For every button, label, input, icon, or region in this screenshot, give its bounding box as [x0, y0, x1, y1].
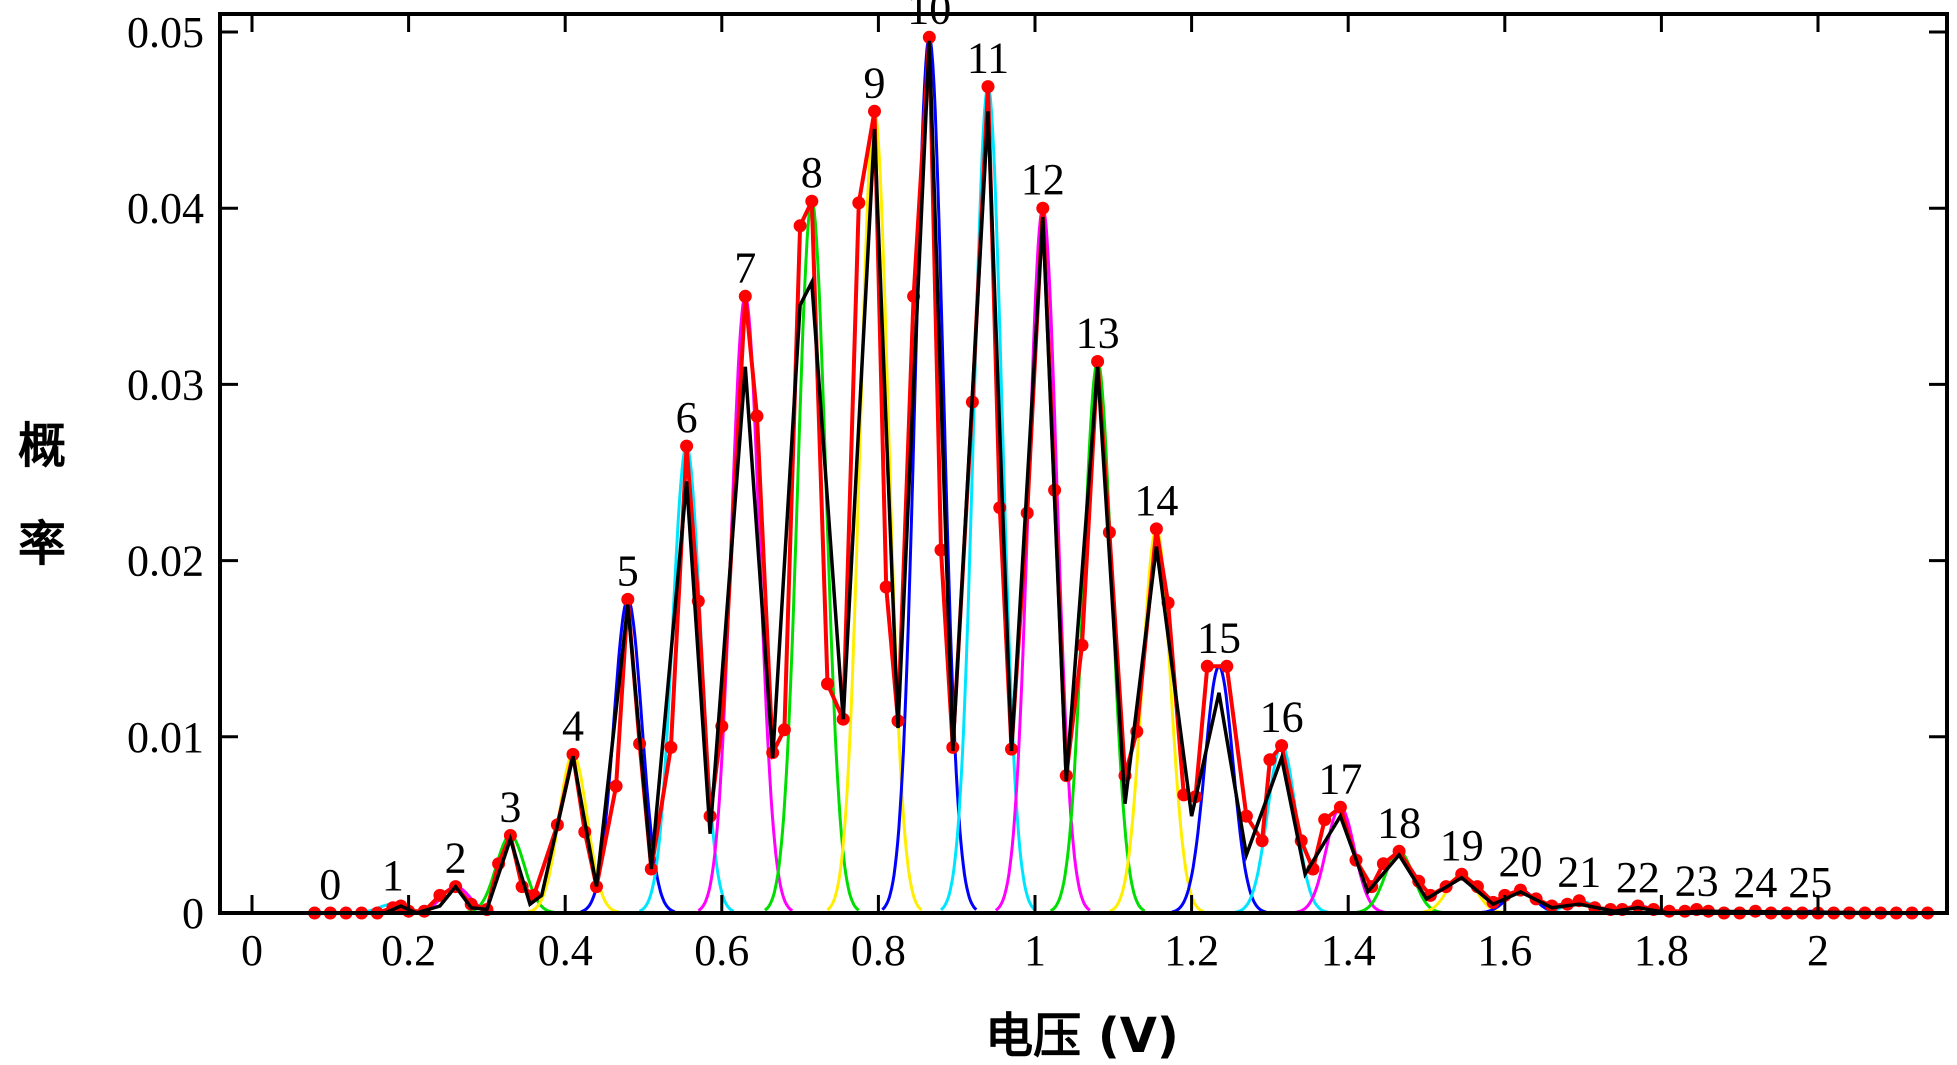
measured-point-30: [738, 289, 752, 303]
measured-point-76: [1392, 844, 1406, 858]
y-axis-title-char-1: 概: [18, 418, 66, 474]
peak-label-16: 16: [1260, 693, 1304, 742]
peak-label-23: 23: [1675, 857, 1719, 906]
measured-point-55: [1091, 355, 1105, 368]
y-tick-label-3: 0.03: [127, 360, 204, 409]
measured-point-59: [1149, 522, 1163, 536]
x-tick-label-9: 1.8: [1634, 926, 1689, 975]
measured-point-25: [664, 740, 678, 754]
y-tick-label-1: 0.01: [127, 713, 204, 762]
measured-point-54: [1075, 638, 1089, 652]
measured-point-36: [821, 677, 834, 691]
measured-point-43: [922, 30, 936, 44]
peak-label-14: 14: [1134, 476, 1178, 525]
x-tick-label-5: 1: [1024, 926, 1046, 975]
peak-label-20: 20: [1499, 837, 1543, 886]
peak-label-5: 5: [617, 546, 639, 595]
measured-point-40: [879, 580, 893, 594]
x-tick-label-6: 1.2: [1164, 926, 1219, 975]
y-tick-label-5: 0.05: [127, 8, 204, 57]
y-tick-label-0: 0: [182, 889, 204, 938]
measured-point-35: [805, 194, 819, 208]
peak-label-10: 10: [907, 0, 951, 33]
peak-label-2: 2: [445, 834, 467, 883]
peak-label-15: 15: [1197, 613, 1241, 662]
measured-point-68: [1275, 739, 1289, 753]
peak-label-24: 24: [1733, 858, 1777, 907]
peak-label-21: 21: [1557, 848, 1601, 897]
axis-ticks: 0 0.2 0.4 0.6 0.8 1 1.2 1.4 1.6 1.8 200.010.020.03…: [127, 8, 1947, 975]
measured-point-33: [777, 723, 791, 737]
x-tick-label-7: 1.4: [1321, 926, 1376, 975]
measured-point-38: [852, 196, 866, 210]
measured-point-31: [750, 409, 764, 423]
measured-point-9: [433, 888, 447, 902]
peak-label-1: 1: [382, 851, 404, 900]
measured-point-51: [1036, 201, 1050, 215]
measured-point-47: [981, 80, 995, 94]
peak-label-0: 0: [319, 860, 341, 909]
measured-point-67: [1263, 753, 1277, 767]
peak-label-17: 17: [1318, 754, 1362, 803]
x-axis-title: 电压 (V): [985, 1008, 1179, 1064]
peak-label-13: 13: [1076, 309, 1120, 358]
measured-point-80: [1455, 867, 1469, 881]
x-tick-label-4: 0.8: [851, 926, 906, 975]
y-axis-title-char-2: 率: [18, 516, 66, 572]
measured-point-66: [1255, 834, 1269, 848]
x-tick-label-8: 1.6: [1477, 926, 1532, 975]
measured-point-26: [680, 439, 694, 453]
y-axis-title: 概 率: [18, 418, 66, 572]
peak-label-25: 25: [1788, 858, 1832, 907]
x-tick-label-2: 0.4: [538, 926, 593, 975]
fit-line: [314, 40, 1928, 915]
measured-point-39: [868, 104, 881, 118]
measured-point-72: [1333, 800, 1347, 814]
x-tick-label-10: 2: [1807, 926, 1829, 975]
y-tick-label-4: 0.04: [127, 184, 204, 233]
peak-label-18: 18: [1377, 798, 1421, 847]
plot-frame: [218, 12, 1949, 915]
measured-point-18: [566, 747, 580, 761]
plot-border: [218, 12, 1949, 915]
peak-label-6: 6: [676, 393, 698, 442]
peak-label-4: 4: [562, 701, 584, 750]
peak-label-19: 19: [1440, 821, 1484, 870]
measured-point-71: [1318, 813, 1332, 827]
peak-label-8: 8: [801, 148, 823, 197]
measured-point-64: [1220, 659, 1234, 673]
peak-label-11: 11: [967, 34, 1009, 83]
measured-point-22: [621, 592, 635, 606]
fit-series: [314, 40, 1928, 915]
x-tick-label-3: 0.6: [694, 926, 749, 975]
measured-point-63: [1200, 659, 1214, 673]
measured-point-65: [1239, 809, 1253, 823]
x-tick-label-0: 0: [241, 926, 263, 975]
peak-label-12: 12: [1021, 155, 1065, 204]
peak-label-9: 9: [864, 58, 886, 107]
measured-point-44: [934, 543, 948, 557]
measured-point-34: [793, 219, 807, 233]
peak-label-3: 3: [499, 783, 521, 832]
x-tick-label-1: 0.2: [381, 926, 436, 975]
measured-point-21: [609, 779, 623, 793]
y-tick-label-2: 0.02: [127, 537, 204, 586]
peak-label-22: 22: [1616, 853, 1660, 902]
peak-label-7: 7: [734, 243, 756, 292]
